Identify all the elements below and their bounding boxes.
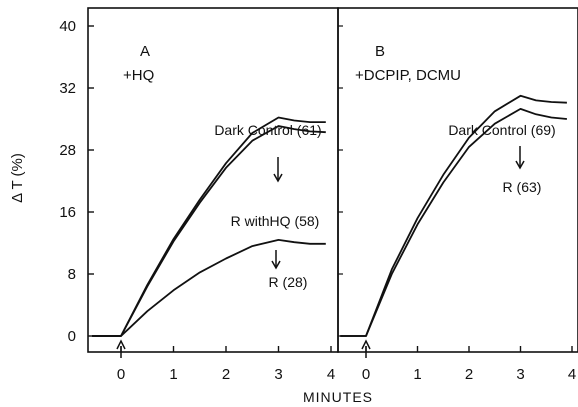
x-tick-label: 1: [413, 366, 421, 383]
x-tick-label: 4: [568, 366, 576, 383]
series-annotation: Dark Control (61): [214, 122, 321, 138]
series-annotation: Dark Control (69): [448, 122, 555, 138]
series-annotation: R withHQ (58): [231, 213, 320, 229]
series-line: [340, 94, 567, 337]
y-axis-label: Δ T (%): [9, 153, 26, 203]
x-tick-label: 1: [169, 366, 177, 383]
x-axis-label: MINUTES: [303, 389, 373, 405]
series-annotation: R (28): [269, 274, 308, 290]
x-tick-label: 0: [117, 366, 125, 383]
series-line: [92, 125, 326, 337]
series-line: [92, 239, 326, 337]
down-arrow-head: [515, 160, 525, 170]
panel-condition: +DCPIP, DCMU: [355, 67, 461, 84]
down-arrow-head: [273, 173, 283, 183]
x-tick-label: 3: [274, 366, 282, 383]
start-arrow-head: [116, 339, 126, 350]
x-tick-label: 0: [362, 366, 370, 383]
x-tick-label: 2: [465, 366, 473, 383]
y-tick-label: 0: [68, 328, 76, 345]
panel-condition: +HQ: [123, 67, 154, 84]
y-tick-label: 16: [59, 204, 76, 221]
start-arrow-head: [361, 339, 371, 350]
x-tick-label: 2: [222, 366, 230, 383]
y-tick-label: 8: [68, 266, 76, 283]
down-arrow-head: [271, 260, 281, 270]
plot-frame: [337, 7, 578, 353]
panel-letter: B: [375, 43, 385, 60]
series-line: [340, 108, 567, 337]
y-tick-label: 28: [59, 142, 76, 159]
x-tick-label: 4: [327, 366, 335, 383]
panel-b: 0 1 2 3 4 B +DCPIP, DCMU Dark Control (69) R (63…: [337, 7, 578, 383]
x-tick-label: 3: [516, 366, 524, 383]
y-tick-label: 40: [59, 18, 76, 35]
series-annotation: R (63): [503, 179, 542, 195]
y-tick-label: 32: [59, 80, 76, 97]
panel-letter: A: [140, 43, 150, 60]
